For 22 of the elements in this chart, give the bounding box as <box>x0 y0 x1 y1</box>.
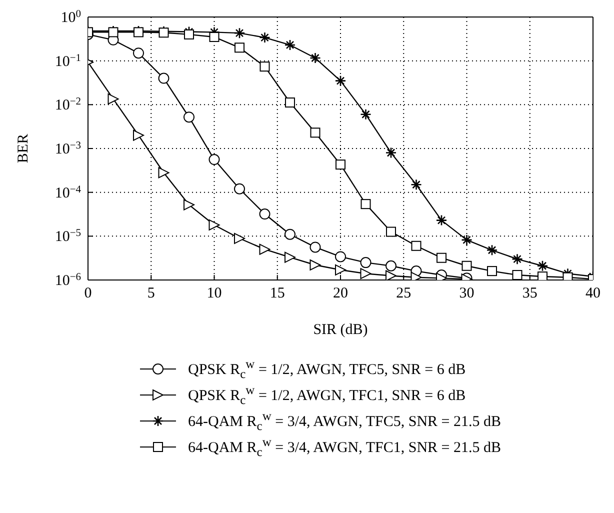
x-tick-label: 10 <box>206 286 222 302</box>
y-tick-label: 10$^{−3}$ <box>54 140 81 158</box>
x-tick-label: 20 <box>333 286 348 302</box>
x-tick-label: 15 <box>270 286 285 302</box>
legend-label: QPSK R$_{c}$$^{w}$ = 1/2, AWGN, TFC5, SNR = 6 dB <box>188 356 466 382</box>
legend-label: 64-QAM R$_{c}$$^{w}$ = 3/4, AWGN, TFC1, SNR = 21.5 dB <box>188 434 501 460</box>
x-tick-label: 35 <box>522 286 538 302</box>
x-tick-label: 40 <box>586 286 600 302</box>
legend-label: 64-QAM R$_{c}$$^{w}$ = 3/4, AWGN, TFC5, SNR = 21.5 dB <box>188 408 501 434</box>
y-tick-label: 10$^{−1}$ <box>54 52 81 70</box>
y-tick-label: 10$^{−2}$ <box>54 96 81 114</box>
x-tick-label: 25 <box>396 286 412 302</box>
y-tick-label: 10$^{0}$ <box>60 8 81 26</box>
x-tick-label: 5 <box>147 286 155 302</box>
x-tick-label: 0 <box>84 286 92 302</box>
y-axis-title: BER <box>15 134 32 164</box>
x-tick-label: 30 <box>459 286 474 302</box>
y-tick-label: 10$^{−4}$ <box>54 184 82 202</box>
legend-label: QPSK R$_{c}$$^{w}$ = 1/2, AWGN, TFC1, SNR = 6 dB <box>188 382 466 408</box>
y-tick-label: 10$^{−6}$ <box>54 272 81 289</box>
x-axis-title: SIR (dB) <box>313 322 368 338</box>
y-tick-label: 10$^{−5}$ <box>54 228 81 246</box>
